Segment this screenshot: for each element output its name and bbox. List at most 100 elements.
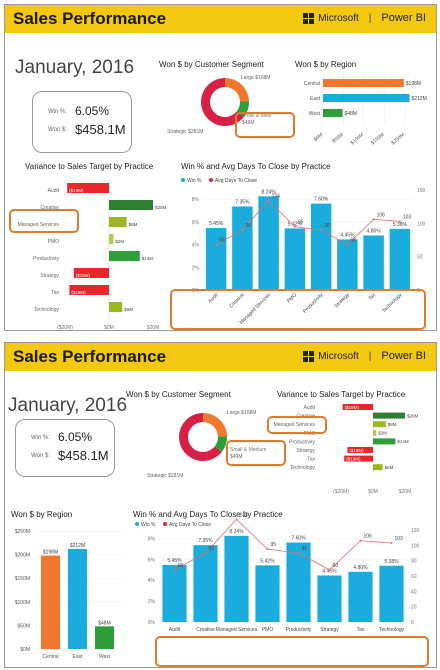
region-value-label: $48M: [98, 620, 111, 626]
legend-avg-days-label: Avg Days To Close: [215, 178, 257, 184]
variance-category-label: Strategy: [296, 448, 315, 454]
legend-avg-days-label: Avg Days To Close: [169, 522, 211, 528]
region-bar-central: [323, 79, 404, 87]
region-axis-tick: $250M: [15, 529, 30, 535]
avg-days-data-label: 68: [350, 238, 356, 244]
win-category-label: Strategy: [320, 627, 339, 633]
win-pct-label: Win %:: [30, 435, 50, 441]
win-y2-tick: 100: [411, 543, 420, 549]
legend-win-pct-label: Win %: [187, 178, 202, 184]
dashboard-top-layout: Sales Performance Microsoft | Power BI J…: [4, 4, 437, 331]
variance-value-label: $20M: [155, 205, 167, 210]
variance-category-label: Productivity: [33, 256, 59, 262]
variance-category-label: Productivity: [289, 439, 315, 445]
segment-donut-chart[interactable]: Large $108M Small & Medi$49M Strategic $28…: [155, 70, 285, 150]
win-pct-data-label: 8.24%: [262, 189, 277, 195]
avg-days-point: [215, 243, 218, 246]
variance-axis-tick: $0M: [368, 489, 378, 495]
header-bar: Sales Performance Microsoft | Power BI: [5, 5, 436, 33]
region-category-label: East: [310, 96, 321, 102]
page-title: Sales Performance: [13, 347, 167, 366]
won-amount-label: Won $:: [48, 127, 67, 133]
legend-avg-days-icon: [163, 522, 167, 526]
avg-days-point: [320, 229, 323, 231]
win-y-tick: 8%: [192, 197, 200, 203]
legend-avg-days-icon: [209, 178, 213, 182]
dashboard-bottom-layout: Sales Performance Microsoft | Power BI J…: [4, 342, 437, 668]
region-value-label: $198M: [406, 81, 421, 87]
win-pct-data-label: 8.24%: [229, 529, 244, 535]
region-axis-tick: $50M: [17, 623, 30, 629]
highlight-managed-services: [9, 209, 79, 233]
win-y-tick: 0%: [148, 620, 156, 626]
segment-donut-chart[interactable]: Large $108M Small & Medium$49M Strategic $…: [145, 401, 285, 481]
avg-days-data-label: 103: [403, 214, 412, 220]
variance-category-label: Tax: [51, 290, 59, 296]
variance-value-label: ($18M): [71, 290, 86, 295]
avg-days-point: [293, 225, 296, 228]
avg-days-data-label: 106: [364, 534, 373, 540]
variance-value-label: ($19M): [345, 405, 360, 410]
variance-category-label: Technology: [290, 465, 316, 471]
win-y-tick: 2%: [192, 265, 200, 271]
avg-days-data-label: 103: [395, 536, 404, 542]
donut-label-large: Large $108M: [241, 75, 270, 81]
win-y2-tick: 40: [411, 589, 417, 595]
avg-days-point: [346, 243, 349, 246]
win-category-label: Technology: [379, 627, 405, 633]
avg-days-point: [372, 218, 375, 221]
win-chart-title: Win % and Avg Days To Close by Practice: [181, 162, 331, 171]
variance-value-label: $6M: [385, 465, 394, 470]
region-category-label: West: [99, 654, 111, 660]
region-column-chart[interactable]: $0M $50M $100M $150M $200M $250M $198M Central $…: [9, 519, 127, 665]
win-y-tick: 0%: [192, 288, 200, 294]
win-pct-data-label: 5.38%: [393, 222, 408, 228]
region-chart-title: Won $ by Region: [295, 60, 357, 69]
variance-value-label: $2M: [378, 431, 387, 436]
region-bar-chart[interactable]: $0M $50M $100M $150M $200M Central $198M East $2…: [295, 71, 435, 153]
win-category-label: Productivity: [286, 627, 312, 633]
win-y-tick: 2%: [148, 599, 156, 605]
region-bar-east: [323, 94, 410, 102]
win-combo-chart[interactable]: Win % Avg Days To Close 0% 2% 4% 6% 8% 0 20 40 60 8…: [129, 512, 433, 665]
variance-bar-audit: [342, 404, 373, 410]
win-pct-data-label: 7.60%: [291, 536, 306, 542]
win-bar-creative: [232, 206, 253, 290]
win-bar-tax: [348, 571, 373, 622]
variance-bar-pmo: [373, 429, 377, 436]
donut-label-small-medium: Small & Medi: [242, 113, 271, 119]
variance-axis-tick: ($20M): [57, 325, 73, 331]
win-pct-data-label: 7.60%: [314, 197, 329, 203]
brand-separator: |: [368, 12, 372, 24]
donut-slice-small-medi: [214, 436, 227, 453]
win-bar-technology: [389, 228, 411, 290]
avg-days-point: [390, 542, 393, 545]
variance-value-label: $20M: [407, 413, 419, 418]
highlight-managed-services: [267, 416, 327, 434]
won-amount-value: $458.1M: [58, 448, 109, 463]
region-column-east: [68, 548, 87, 649]
win-pct-value: 6.05%: [75, 104, 110, 118]
variance-bar-chart[interactable]: Audit ($19M) Creative $20M Managed Services $…: [9, 173, 169, 331]
win-y-tick: 8%: [148, 536, 156, 542]
region-value-label: $212M: [70, 543, 85, 549]
win-pct-data-label: 4.80%: [367, 228, 382, 234]
win-y2-tick: 0: [411, 620, 414, 626]
win-pct-data-label: 4.45%: [340, 232, 355, 238]
kpi-card[interactable]: Win %: 6.05% Won $: $458.1M: [32, 91, 132, 153]
brand-area: Microsoft | Power BI: [303, 12, 426, 24]
variance-category-label: Managed Services: [274, 422, 316, 428]
variance-value-label: ($16M): [349, 448, 364, 453]
variance-chart-title: Variance to Sales Target by Practice: [277, 390, 406, 399]
variance-bar-audit: [67, 183, 109, 193]
variance-bar-managed-services: [373, 421, 386, 428]
region-value-label: $198M: [43, 550, 58, 556]
highlight-axis-labels: [170, 289, 426, 330]
win-combo-chart[interactable]: Win % Avg Days To Close 0% 2% 4% 6% 8% 0 50 100 15…: [175, 171, 433, 327]
kpi-card[interactable]: Win %: 6.05% Won $: $458.1M: [15, 419, 115, 477]
win-y-tick: 6%: [192, 220, 200, 226]
variance-value-label: $14M: [397, 439, 409, 444]
win-y-tick: 4%: [192, 243, 200, 249]
region-axis-tick: $100M: [350, 132, 366, 146]
avg-days-point: [398, 220, 401, 223]
